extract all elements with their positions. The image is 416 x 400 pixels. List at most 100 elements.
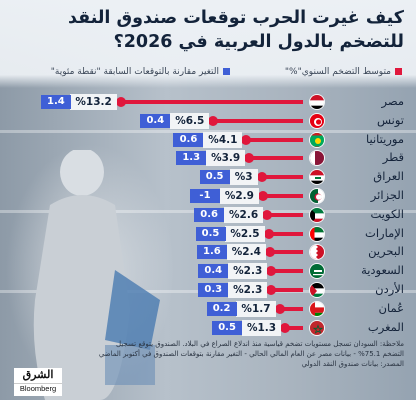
shelf-line	[0, 130, 416, 133]
inflation-value-label: %2.3	[228, 282, 268, 298]
change-value-label: 0.5	[212, 320, 243, 335]
country-label: الأردن	[375, 282, 404, 296]
inflation-bar	[267, 212, 303, 217]
legend-swatch-blue	[223, 68, 230, 75]
inflation-bar	[246, 137, 303, 142]
asharq-bloomberg-logo: الشرق Bloomberg	[14, 368, 62, 396]
chart-row: الكويت %2.6 0.6	[0, 205, 416, 225]
inflation-value-label: %2.5	[225, 225, 265, 242]
inflation-bar	[213, 118, 303, 123]
egypt-flag-icon	[309, 94, 325, 110]
note-line: ملاحظة: السودان تسجل مستويات تضخم قياسية…	[115, 340, 404, 348]
country-label: السعودية	[361, 263, 404, 278]
inflation-bar	[279, 306, 303, 311]
logo-arabic: الشرق	[22, 369, 54, 381]
country-label: موريتانيا	[365, 131, 404, 146]
inflation-bar	[271, 288, 303, 292]
legend-change: التغير مقارنة بالتوقعات السابقة "نقطة مئ…	[51, 67, 230, 81]
chart-row: الجزائر %2.9 -1	[0, 186, 416, 206]
chart-title: كيف غيرت الحرب توقعات صندوق النقد للتضخم…	[68, 8, 404, 52]
country-label: الإمارات	[365, 225, 404, 240]
chart-row: العراق %3 0.5	[0, 167, 416, 187]
chart-row: الإمارات %2.5 0.5	[0, 224, 416, 244]
bar-end-dot	[264, 247, 275, 258]
notes: ملاحظة: السودان تسجل مستويات تضخم قياسية…	[74, 339, 404, 369]
source-line: المصدر: بيانات صندوق النقد الدولي	[301, 360, 404, 368]
bar-end-dot	[262, 209, 273, 220]
change-value-label: 1.3	[176, 151, 207, 166]
inflation-bar	[268, 231, 303, 236]
bar-end-dot	[241, 134, 252, 145]
header-panel	[0, 0, 416, 88]
inflation-value-label: %13.2	[70, 94, 117, 110]
inflation-value-label: %1.3	[241, 319, 282, 336]
logo-english: Bloomberg	[14, 383, 62, 394]
country-label: قطر	[382, 150, 404, 165]
legend-inflation-label: متوسط التضخم السنوي"%"	[284, 67, 391, 77]
tunisia-flag-icon	[309, 112, 325, 129]
bar-end-dot	[266, 266, 277, 277]
oman-flag-icon	[309, 300, 325, 317]
change-value-label: -1	[189, 189, 220, 203]
inflation-bar	[269, 250, 303, 255]
bar-end-dot	[266, 285, 277, 295]
chart-row: قطر %3.9 1.3	[0, 148, 416, 168]
uae-flag-icon	[309, 225, 325, 242]
change-value-label: 0.5	[195, 226, 226, 241]
change-value-label: 0.2	[206, 301, 237, 316]
legend-swatch-red	[395, 68, 402, 75]
inflation-value-label: %2.4	[226, 244, 266, 261]
inflation-value-label: %2.9	[219, 188, 259, 204]
chart-row: عُمان %1.7 0.2	[0, 299, 416, 319]
change-value-label: 1.6	[196, 245, 227, 260]
chart-row: تونس %6.5 0.4	[0, 111, 416, 131]
inflation-bar	[261, 175, 303, 180]
bahrain-flag-icon	[309, 244, 325, 261]
chart-row: مصر %13.2 1.4	[0, 92, 416, 112]
country-label: العراق	[373, 169, 404, 184]
kuwait-flag-icon	[309, 206, 325, 223]
inflation-bar	[249, 156, 303, 161]
iraq-flag-icon	[309, 169, 325, 186]
note-line: التضخم 75.1% - بيانات مصر عن العام المال…	[98, 350, 404, 358]
chart-row: الأردن %2.3 0.3	[0, 280, 416, 300]
bar-end-dot	[274, 303, 285, 314]
change-value-label: 0.5	[199, 170, 230, 185]
inflation-bar	[262, 194, 303, 198]
inflation-value-label: %6.5	[170, 112, 210, 129]
jordan-flag-icon	[309, 282, 325, 298]
change-value-label: 0.4	[140, 113, 171, 128]
inflation-bar	[271, 269, 303, 274]
country-label: عُمان	[378, 300, 404, 315]
country-label: الكويت	[370, 206, 404, 221]
inflation-value-label: %3	[229, 169, 258, 186]
bar-end-dot	[256, 172, 267, 183]
mauritania-flag-icon	[309, 131, 325, 148]
legend-inflation: متوسط التضخم السنوي"%"	[285, 67, 402, 81]
inflation-value-label: %2.3	[228, 263, 268, 280]
inflation-bar	[120, 100, 303, 104]
inflation-bar	[285, 325, 303, 330]
chart-row: البحرين %2.4 1.6	[0, 242, 416, 262]
inflation-value-label: %3.9	[206, 150, 246, 167]
morocco-flag-icon	[309, 319, 325, 336]
bar-end-dot	[263, 228, 274, 239]
bar-end-dot	[280, 322, 291, 333]
country-label: مصر	[381, 94, 404, 108]
saudi-flag-icon	[309, 263, 325, 280]
change-value-label: 1.4	[40, 95, 71, 109]
inflation-value-label: %4.1	[203, 131, 243, 148]
change-value-label: 0.3	[198, 283, 229, 297]
bar-end-dot	[244, 153, 255, 164]
country-label: تونس	[376, 112, 404, 127]
bar-end-dot	[257, 191, 268, 201]
chart-row: المغرب %1.3 0.5	[0, 318, 416, 338]
change-value-label: 0.4	[198, 264, 229, 279]
change-value-label: 0.6	[173, 132, 204, 147]
legend-change-label: التغير مقارنة بالتوقعات السابقة "نقطة مئ…	[50, 67, 219, 77]
bar-end-dot	[115, 97, 126, 107]
qatar-flag-icon	[309, 150, 325, 167]
country-label: المغرب	[367, 319, 404, 334]
country-label: البحرين	[368, 244, 404, 259]
country-label: الجزائر	[370, 188, 404, 202]
